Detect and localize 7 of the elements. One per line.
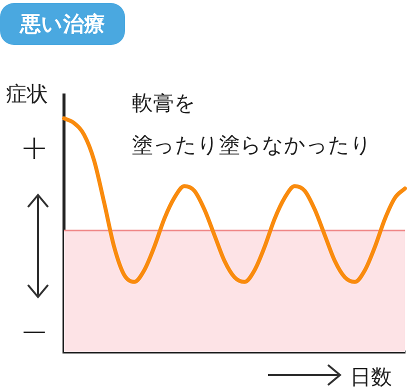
x-axis-title: 日数 — [350, 364, 392, 391]
chart-title: 悪い治療 — [0, 3, 125, 45]
y-axis-title: 症状 — [6, 81, 48, 108]
annotation: 塗ったり塗らなかったり — [132, 132, 372, 159]
text: 軟膏を — [132, 90, 196, 117]
text: + — [20, 128, 48, 168]
text: − — [20, 312, 48, 352]
